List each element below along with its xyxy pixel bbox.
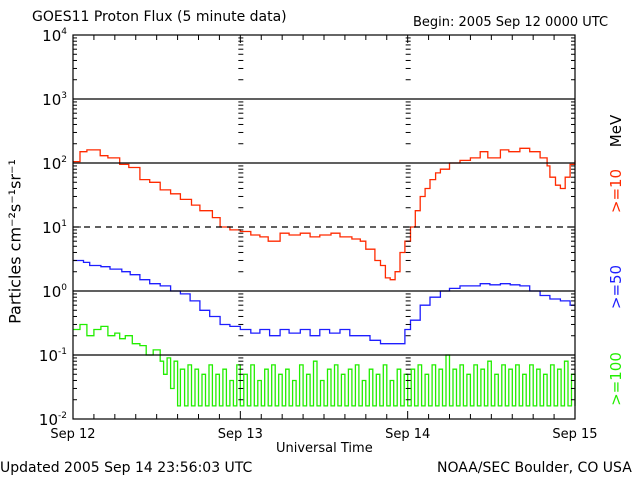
credit-label: NOAA/SEC Boulder, CO USA [437,460,632,476]
y-tick-label: 103 [42,91,67,109]
series-line-0 [73,147,576,281]
units-label: MeV [607,114,625,148]
y-tick-label: 102 [42,155,67,173]
y-tick-label: 104 [42,27,67,45]
y-tick-label: 100 [42,283,67,301]
updated-label: Updated 2005 Sep 14 23:56:03 UTC [0,460,253,476]
x-tick-label: Sep 14 [385,427,430,442]
x-tick-label: Sep 15 [552,427,597,442]
x-axis-label: Universal Time [276,441,373,456]
series-line-1 [73,259,575,345]
y-tick-label: 10-2 [39,411,67,429]
plot-frame [72,34,576,420]
legend-ge10: >=10 [607,168,625,214]
y-tick-label: 101 [42,219,67,237]
series-line-2 [73,323,576,407]
legend-ge100: >=100 [607,352,625,406]
y-tick-label: 10-1 [39,347,67,365]
x-tick-label: Sep 12 [50,427,95,442]
chart-title: GOES11 Proton Flux (5 minute data) [32,9,287,25]
x-tick-label: Sep 13 [218,427,263,442]
y-axis-label: Particles cm⁻²s⁻¹sr⁻¹ [5,159,25,324]
legend-ge50: >=50 [607,264,625,310]
begin-label: Begin: 2005 Sep 12 0000 UTC [413,15,609,30]
